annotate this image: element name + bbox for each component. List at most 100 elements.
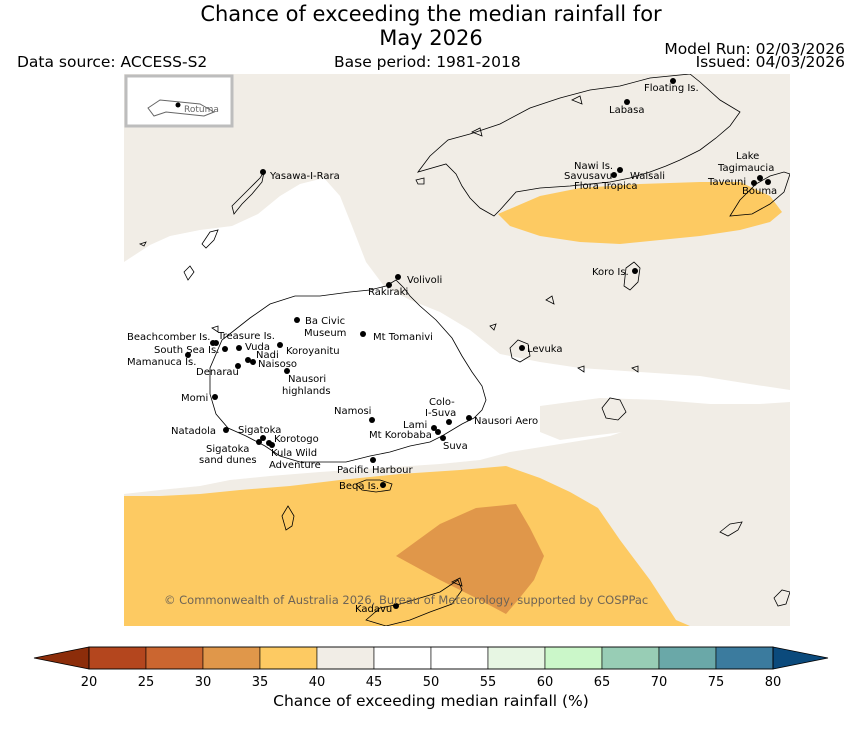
title-line-2: May 2026 bbox=[379, 26, 483, 50]
label-labasa: Labasa bbox=[609, 105, 645, 116]
label-sigatoka: Sigatoka bbox=[238, 425, 281, 436]
islet-12 bbox=[211, 325, 219, 333]
label-korobaba: Mt Korobaba bbox=[369, 430, 432, 441]
marker-ba bbox=[294, 317, 300, 323]
colorbar-cell bbox=[316, 646, 375, 670]
label-namosi: Namosi bbox=[334, 406, 371, 417]
islet-5 bbox=[471, 127, 483, 137]
label-natadola: Natadola bbox=[171, 426, 216, 437]
label-denarau: Denarau bbox=[196, 367, 239, 378]
colorbar-cell bbox=[145, 646, 204, 670]
marker-savusavu bbox=[611, 172, 617, 178]
colorbar-cells bbox=[88, 646, 774, 670]
colorbar-tick-label: 70 bbox=[651, 675, 668, 690]
marker-lami bbox=[431, 425, 437, 431]
marker-southsea bbox=[222, 346, 228, 352]
vatulele-coast bbox=[281, 505, 295, 531]
taveuni-coast bbox=[729, 171, 790, 217]
marker-yasawa bbox=[260, 169, 266, 175]
label-waisali: Waisali bbox=[630, 171, 665, 182]
islet-8 bbox=[773, 589, 790, 607]
islet-3 bbox=[138, 241, 147, 247]
viti-levu-coast bbox=[209, 279, 487, 463]
rotuma-label: Rotuma bbox=[184, 105, 219, 115]
marker-taveuni bbox=[751, 180, 757, 186]
koro-coast bbox=[623, 261, 641, 291]
label-koro: Koro Is. bbox=[592, 267, 629, 278]
colorbar-high-extension bbox=[772, 646, 829, 670]
label-floating: Floating Is. bbox=[644, 83, 699, 94]
marker-namosi bbox=[369, 417, 375, 423]
colorbar-tick-label: 40 bbox=[309, 675, 326, 690]
islet-13 bbox=[571, 95, 583, 105]
colorbar-tick-label: 75 bbox=[708, 675, 725, 690]
label-beachcomber: Beachcomber Is. bbox=[127, 332, 210, 343]
label-naisoso: Naisoso bbox=[258, 359, 297, 370]
colorbar-tick-label: 60 bbox=[537, 675, 554, 690]
colorbar-tick-label: 65 bbox=[594, 675, 611, 690]
probability-zone-35-40-north bbox=[498, 182, 782, 244]
marker-momi bbox=[212, 394, 218, 400]
label-korotogo: Korotogo bbox=[274, 434, 319, 445]
label-nausori-1: Nausori bbox=[288, 374, 326, 385]
colorbar-tick-label: 25 bbox=[138, 675, 155, 690]
label-momi: Momi bbox=[181, 393, 208, 404]
label-savusavu: Savusavu bbox=[564, 171, 612, 182]
label-levuka: Levuka bbox=[527, 344, 563, 355]
colorbar-cell bbox=[259, 646, 318, 670]
label-kadavu: Kadavu bbox=[355, 604, 392, 615]
rotuma-point bbox=[175, 102, 181, 108]
label-suva: Suva bbox=[443, 441, 468, 452]
colorbar-tick-label: 80 bbox=[765, 675, 782, 690]
label-vuda: Vuda bbox=[245, 342, 270, 353]
label-taveuni: Taveuni bbox=[707, 177, 746, 188]
islet-4 bbox=[415, 177, 425, 185]
label-pacific-harbour: Pacific Harbour bbox=[337, 465, 414, 476]
marker-nausori-highlands bbox=[284, 368, 290, 374]
marker-treasure bbox=[213, 340, 219, 346]
rotuma-inset bbox=[124, 74, 234, 128]
base-period-label: Base period: 1981-2018 bbox=[334, 53, 521, 71]
marker-suva bbox=[440, 435, 446, 441]
label-sigatoka-dunes-2: sand dunes bbox=[199, 455, 257, 466]
colorbar-cell bbox=[601, 646, 660, 670]
label-colo-1: Colo- bbox=[429, 397, 455, 408]
label-koroyanitu: Koroyanitu bbox=[286, 346, 340, 357]
map-title: Chance of exceeding the median rainfall … bbox=[0, 2, 862, 50]
marker-vuda bbox=[236, 345, 242, 351]
gau-coast bbox=[601, 397, 627, 421]
colorbar-cell bbox=[544, 646, 603, 670]
marker-sigatoka bbox=[260, 435, 266, 441]
marker-labasa bbox=[624, 99, 630, 105]
label-volivoli: Volivoli bbox=[407, 275, 442, 286]
label-nausori-2: highlands bbox=[282, 386, 331, 397]
colorbar-cell bbox=[715, 646, 774, 670]
marker-kadavu bbox=[393, 603, 399, 609]
place-markers bbox=[185, 78, 771, 609]
marker-levuka bbox=[519, 345, 525, 351]
colorbar-label: Chance of exceeding median rainfall (%) bbox=[273, 692, 589, 710]
marker-koro bbox=[632, 268, 638, 274]
colorbar-cell bbox=[430, 646, 489, 670]
colorbar-cell bbox=[88, 646, 147, 670]
colorbar-tick-label: 50 bbox=[423, 675, 440, 690]
data-source-label: Data source: ACCESS-S2 bbox=[17, 53, 208, 71]
label-southsea: South Sea Is. bbox=[154, 345, 219, 356]
colorbar-low-extension bbox=[33, 646, 90, 670]
colorbar-tick-label: 35 bbox=[252, 675, 269, 690]
marker-nadi bbox=[245, 357, 251, 363]
probability-zone-30-35 bbox=[396, 504, 544, 614]
label-nausori-aero: Nausori Aero bbox=[474, 416, 538, 427]
issued-label: Issued: 04/03/2026 bbox=[695, 53, 845, 71]
beqa-coast bbox=[355, 479, 393, 493]
islet-1 bbox=[201, 229, 219, 249]
probability-zone-35-40-south bbox=[124, 466, 690, 626]
colorbar: 20 25 30 35 40 45 50 55 60 65 70 75 80 bbox=[33, 646, 829, 690]
rotuma-island bbox=[147, 99, 216, 117]
islet-14 bbox=[451, 577, 463, 587]
islet-6 bbox=[545, 295, 555, 305]
ovalau-coast bbox=[509, 339, 531, 363]
label-tomanivi: Mt Tomanivi bbox=[373, 332, 433, 343]
colorbar-tick-label: 20 bbox=[81, 675, 98, 690]
